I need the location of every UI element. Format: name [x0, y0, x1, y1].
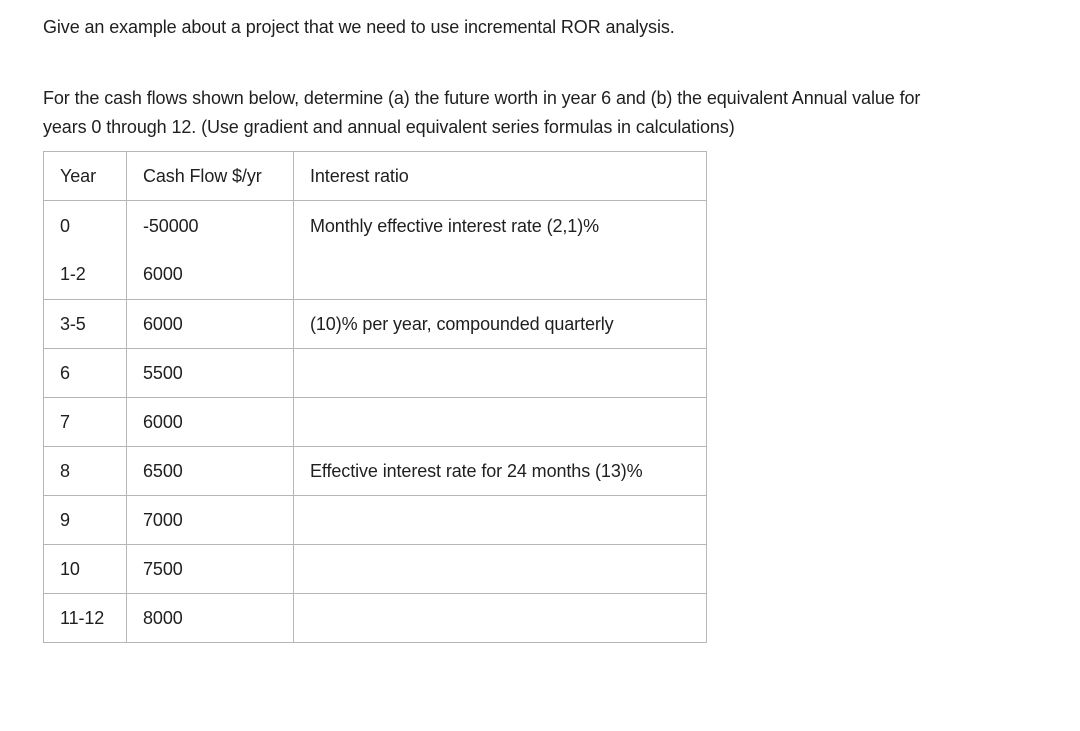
year-value: 0 [60, 215, 70, 236]
year-value: 11-12 [43, 593, 127, 643]
table-row: 3-5 6000 (10)% per year, compounded quar… [43, 299, 707, 349]
interest-value: (10)% per year, compounded quarterly [293, 299, 707, 349]
table-row: 9 7000 [43, 495, 707, 545]
interest-value: Monthly effective interest rate (2,1)% [310, 215, 599, 236]
interest-value: Effective interest rate for 24 months (1… [293, 446, 707, 496]
table-row: 8 6500 Effective interest rate for 24 mo… [43, 446, 707, 496]
cash-flow-cell: -50000 6000 [126, 200, 294, 300]
cash-flow-value: 7500 [126, 544, 294, 594]
question-1: Give an example about a project that we … [43, 17, 675, 37]
interest-cell: Monthly effective interest rate (2,1)% [293, 200, 707, 300]
table-row: 7 6000 [43, 397, 707, 447]
year-value: 7 [43, 397, 127, 447]
interest-value [293, 593, 707, 643]
header-cash-flow: Cash Flow $/yr [126, 151, 294, 201]
year-value: 1-2 [60, 263, 86, 284]
table-row: 6 5500 [43, 348, 707, 398]
question-2-line-2: years 0 through 12. (Use gradient and an… [43, 117, 735, 137]
year-value: 8 [43, 446, 127, 496]
cash-flow-value: 7000 [126, 495, 294, 545]
year-value: 10 [43, 544, 127, 594]
question-2-line-1: For the cash flows shown below, determin… [43, 88, 921, 108]
table-row: 0 1-2 -50000 6000 Monthly effective inte… [43, 200, 707, 300]
interest-value [293, 544, 707, 594]
cash-flow-value: 6000 [126, 397, 294, 447]
header-year: Year [43, 151, 127, 201]
cash-flow-value: 5500 [126, 348, 294, 398]
question-2: For the cash flows shown below, determin… [43, 84, 920, 142]
table-header-row: Year Cash Flow $/yr Interest ratio [43, 151, 707, 201]
header-interest-ratio: Interest ratio [293, 151, 707, 201]
interest-value [293, 397, 707, 447]
interest-value [293, 348, 707, 398]
table-row: 11-12 8000 [43, 593, 707, 643]
year-value: 6 [43, 348, 127, 398]
cash-flow-value: 8000 [126, 593, 294, 643]
cash-flow-value: -50000 [143, 215, 199, 236]
year-value: 3-5 [43, 299, 127, 349]
cash-flow-value: 6000 [126, 299, 294, 349]
year-value: 9 [43, 495, 127, 545]
cash-flow-value: 6000 [143, 263, 183, 284]
cash-flow-table: Year Cash Flow $/yr Interest ratio 0 1-2… [43, 151, 707, 643]
table-row: 10 7500 [43, 544, 707, 594]
interest-value [293, 495, 707, 545]
cash-flow-value: 6500 [126, 446, 294, 496]
year-cell: 0 1-2 [43, 200, 127, 300]
